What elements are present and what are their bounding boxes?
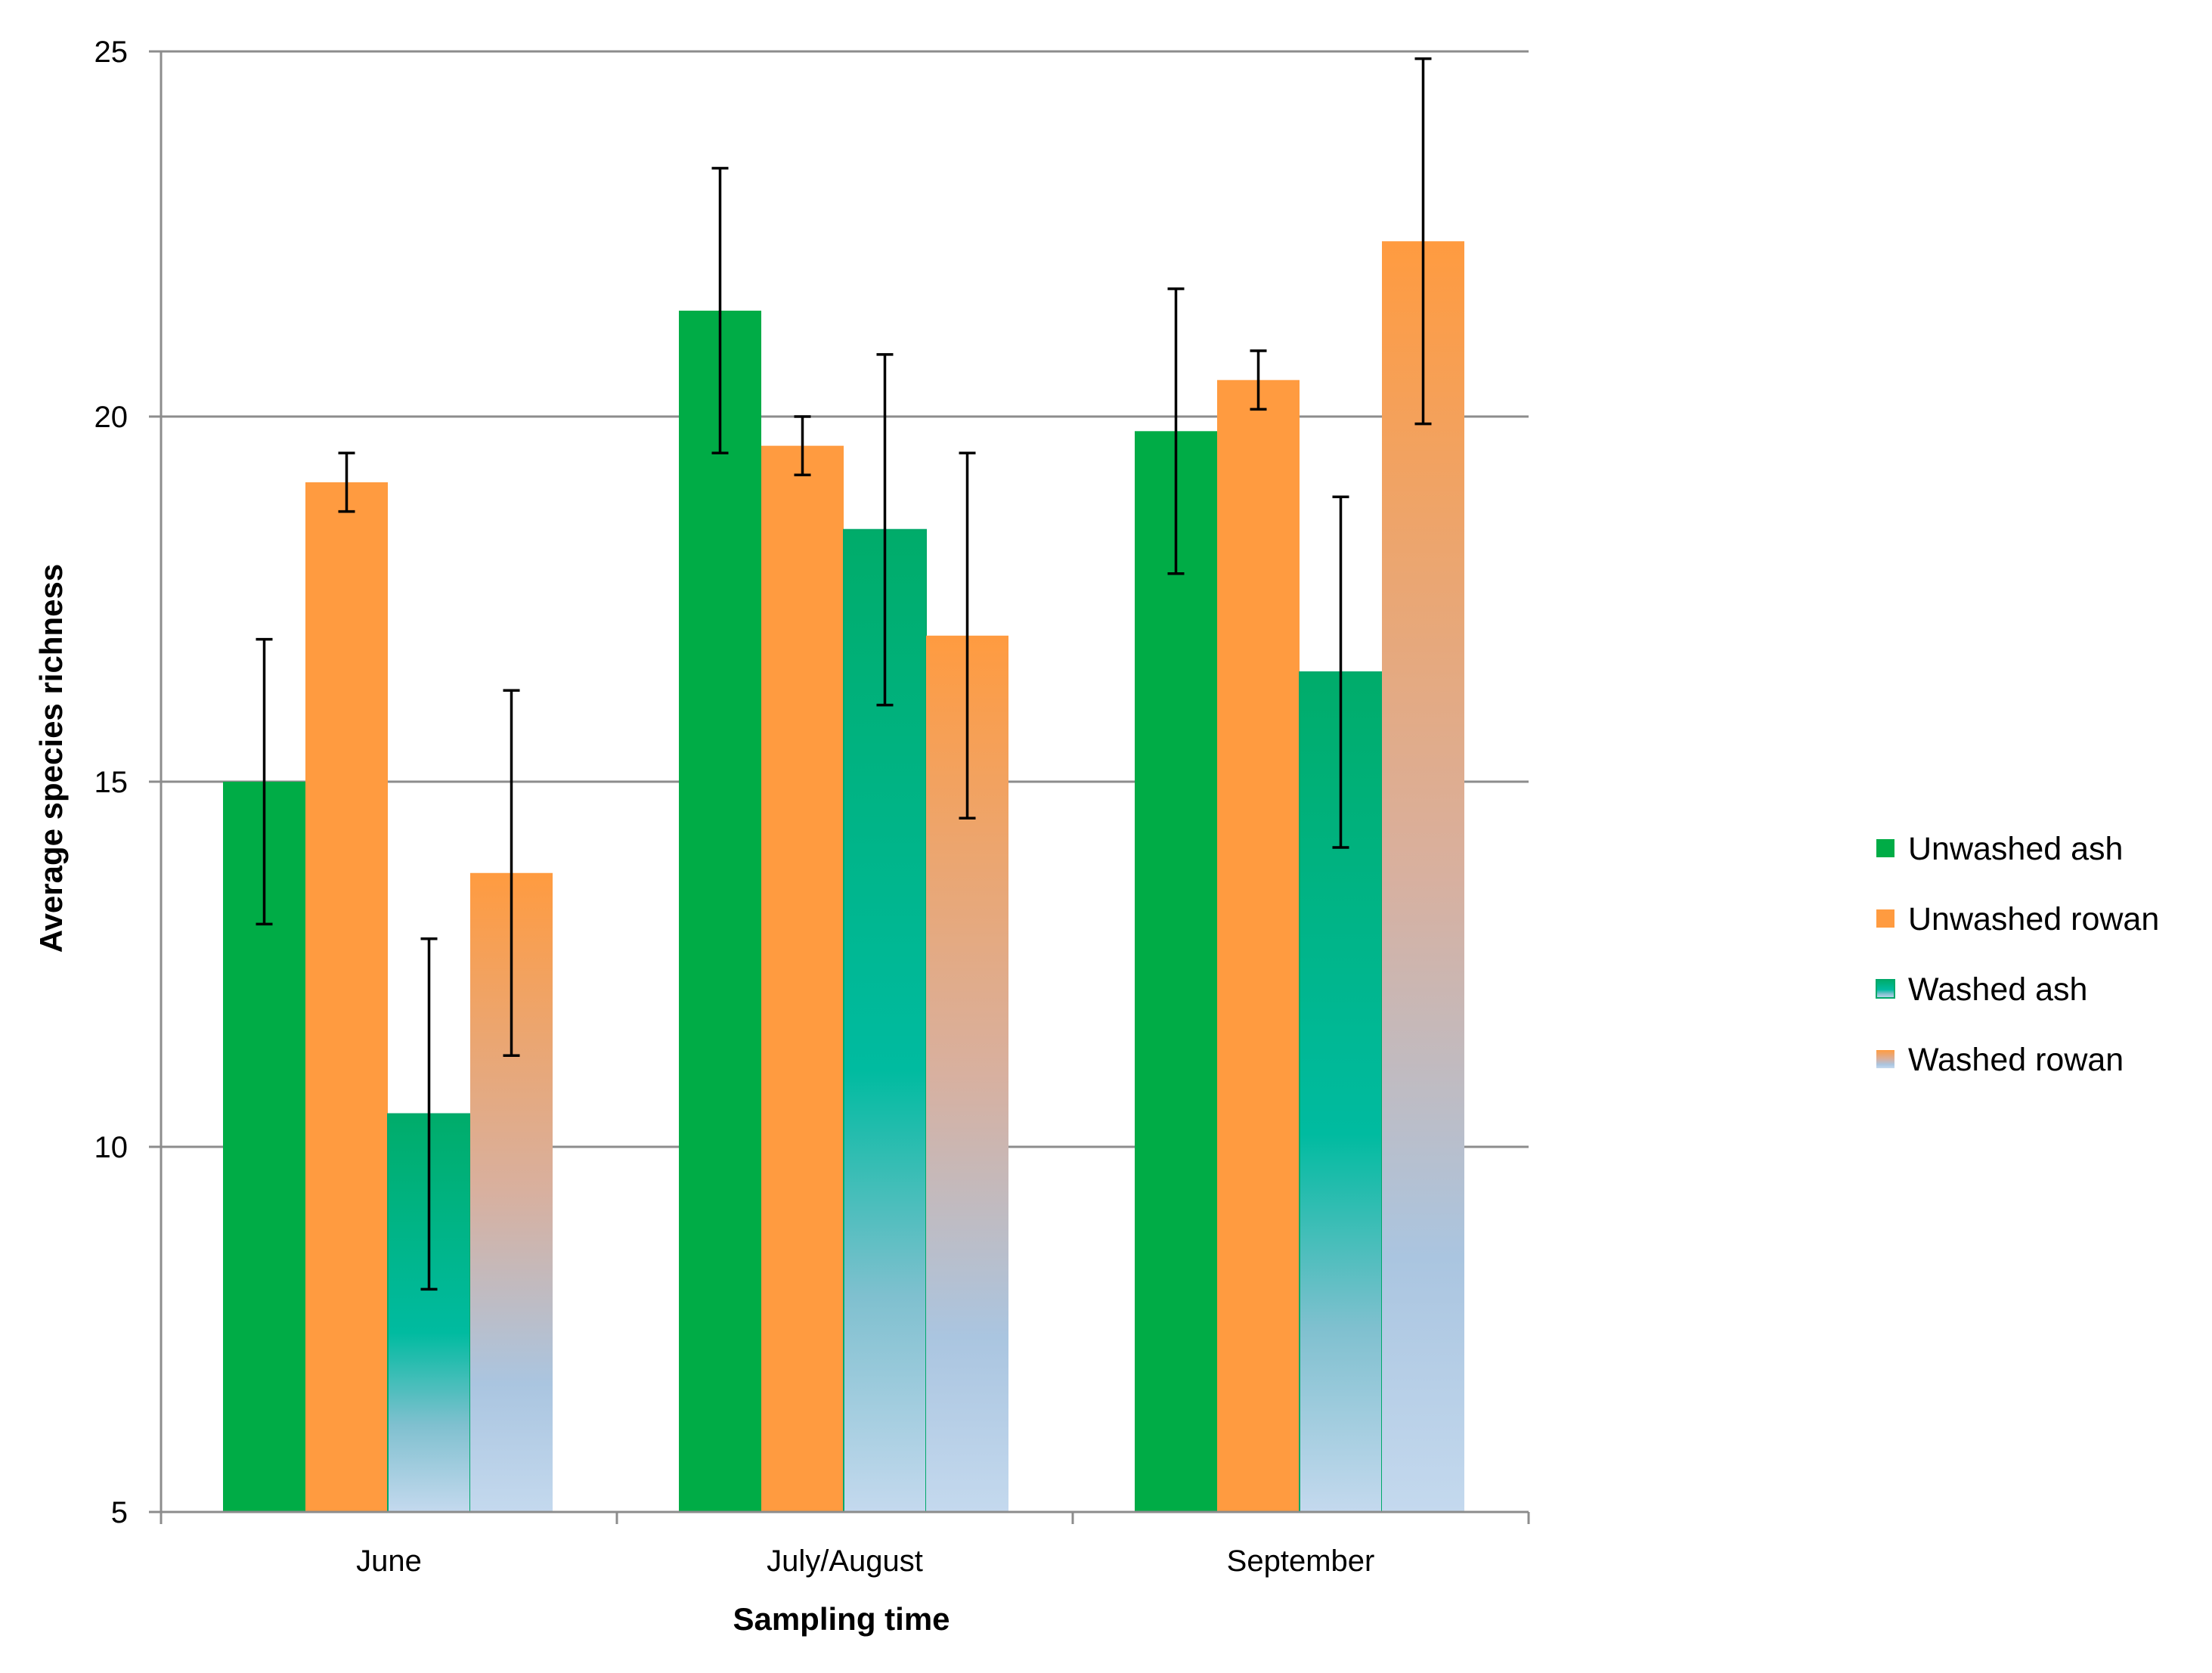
legend-swatch — [1876, 839, 1894, 857]
y-tick-label: 25 — [94, 36, 129, 69]
y-tick-label: 15 — [94, 766, 129, 799]
legend-label: Unwashed ash — [1908, 831, 2123, 867]
legend-swatch — [1876, 909, 1894, 928]
legend: Unwashed ash Unwashed rowan Washed ash Wash… — [1876, 831, 2159, 1078]
x-tick-label: June — [356, 1544, 422, 1578]
axes: 5 10 15 20 25 June July/August September — [94, 36, 1530, 1578]
y-axis-title: Average species richness — [33, 564, 69, 953]
legend-label: Unwashed rowan — [1908, 901, 2159, 937]
y-tick-label: 20 — [94, 401, 129, 434]
bars — [223, 241, 1464, 1513]
bar-unwashed-rowan — [305, 482, 388, 1513]
bar-unwashed-ash — [1135, 431, 1217, 1512]
y-tick-label: 10 — [94, 1131, 129, 1164]
x-tick-label: September — [1227, 1544, 1375, 1578]
y-tick-label: 5 — [111, 1496, 128, 1529]
bar-washed-rowan — [1382, 241, 1464, 1512]
bar-unwashed-rowan — [761, 445, 844, 1512]
legend-swatch — [1876, 1050, 1894, 1068]
legend-swatch — [1876, 979, 1895, 999]
x-tick-label: July/August — [767, 1544, 923, 1578]
bar-unwashed-ash — [679, 310, 761, 1513]
legend-label: Washed ash — [1908, 971, 2087, 1008]
error-bars — [256, 57, 1432, 1291]
x-axis-title: Sampling time — [733, 1601, 950, 1637]
legend-label: Washed rowan — [1908, 1042, 2124, 1078]
bar-unwashed-rowan — [1217, 380, 1300, 1513]
